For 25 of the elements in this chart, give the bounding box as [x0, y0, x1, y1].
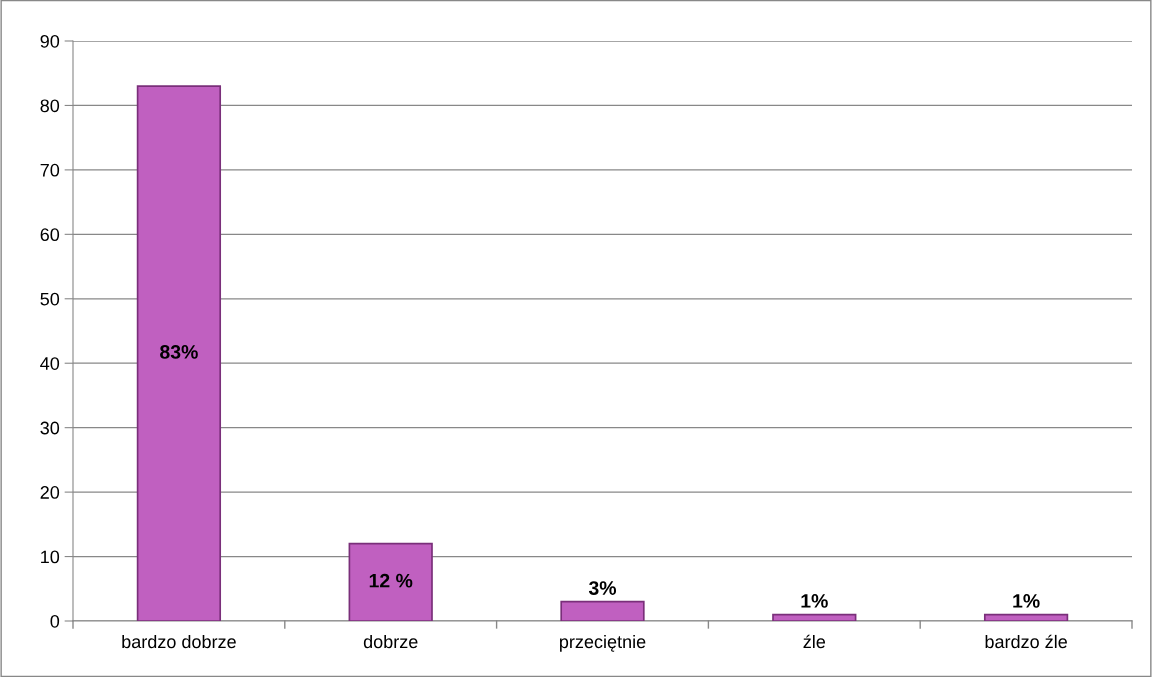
x-tick-label: przeciętnie [560, 634, 646, 652]
x-tick-label: bardzo dobrze [122, 634, 236, 649]
data-label: 1% [801, 594, 828, 608]
data-label: 83% [160, 345, 198, 359]
y-tick-label: 0 [50, 614, 60, 628]
y-tick-label: 70 [40, 163, 60, 177]
y-tick-label: 60 [40, 228, 60, 242]
y-tick-label: 20 [40, 486, 60, 499]
y-tick-label: 40 [40, 357, 60, 370]
bar [983, 613, 1069, 621]
x-tick-label: bardzo źle [985, 634, 1067, 649]
bar [136, 85, 222, 621]
y-tick-label: 10 [41, 550, 60, 564]
y-tick-label: 90 [40, 34, 60, 48]
bar [348, 542, 433, 621]
bar [560, 600, 645, 621]
data-label: 3% [588, 581, 617, 595]
x-tick-label: źle [803, 634, 826, 649]
y-tick-label: 30 [40, 421, 60, 435]
y-tick-label: 50 [40, 292, 60, 306]
data-label: 1% [1013, 594, 1040, 608]
x-tick-label: dobrze [363, 634, 418, 649]
bar [772, 613, 857, 621]
data-label: 12 % [369, 573, 413, 588]
y-tick-label: 80 [40, 99, 60, 113]
